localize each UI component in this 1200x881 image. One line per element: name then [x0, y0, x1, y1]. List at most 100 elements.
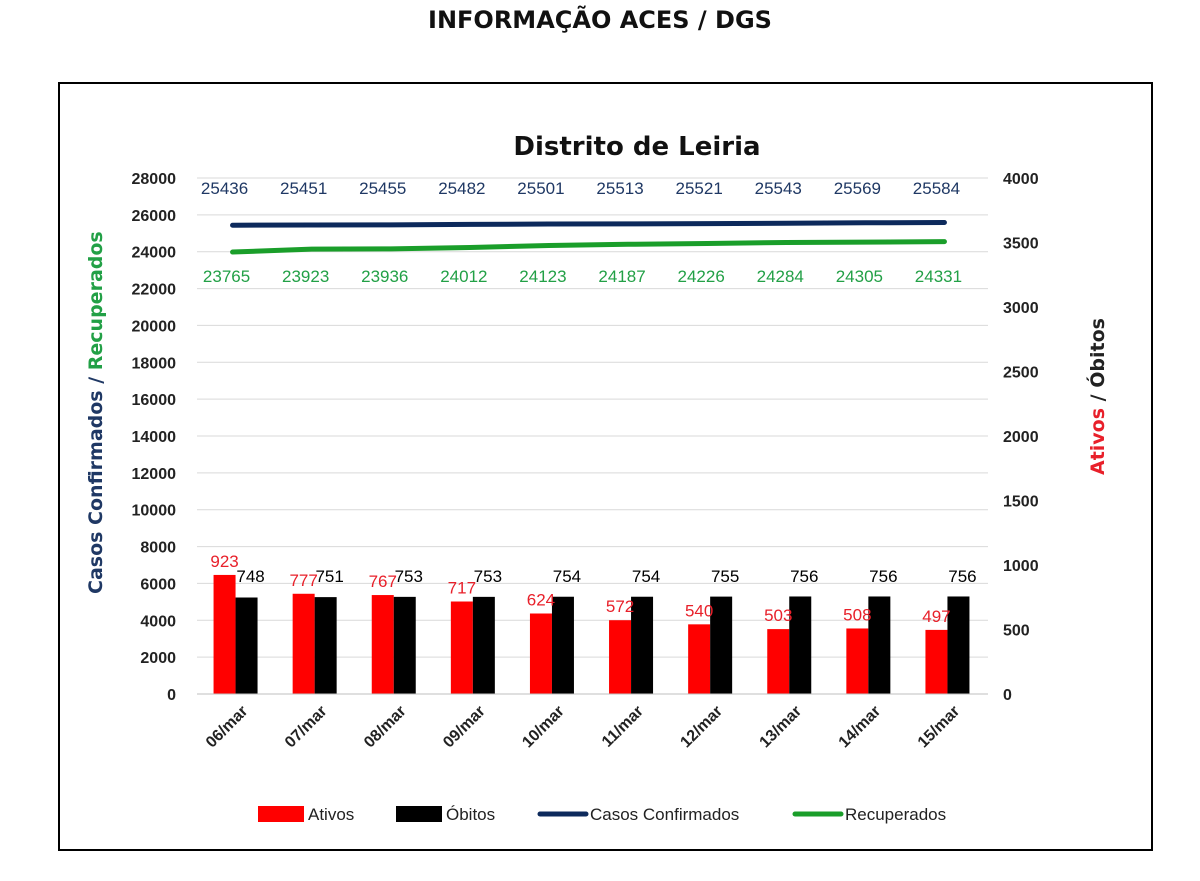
bar-obitos	[710, 596, 733, 694]
right-tick-label: 3000	[1003, 300, 1039, 317]
bar-ativos	[213, 574, 236, 694]
x-tick-label: 10/mar	[519, 703, 568, 752]
obitos-data-label: 751	[315, 567, 343, 586]
ativos-data-label: 777	[289, 571, 317, 590]
bar-ativos	[925, 629, 948, 694]
legend-label-ativos: Ativos	[308, 805, 354, 824]
ativos-data-label: 497	[922, 607, 950, 626]
bar-obitos	[393, 596, 416, 694]
right-axis-label: Ativos / Óbitos	[1085, 318, 1109, 475]
left-tick-label: 4000	[140, 613, 176, 630]
bar-ativos	[846, 628, 869, 694]
recuperados-data-label: 23765	[203, 267, 250, 286]
x-tick-label: 07/mar	[282, 703, 331, 752]
obitos-data-label: 756	[948, 567, 976, 586]
obitos-data-label: 753	[474, 567, 502, 586]
confirmados-data-label: 25436	[201, 179, 248, 198]
bar-obitos	[235, 597, 258, 694]
confirmados-data-label: 25451	[280, 179, 327, 198]
confirmados-data-label: 25521	[676, 179, 723, 198]
recuperados-data-label: 23936	[361, 267, 408, 286]
obitos-data-label: 753	[395, 567, 423, 586]
obitos-data-label: 755	[711, 567, 739, 586]
right-tick-label: 1500	[1003, 494, 1039, 511]
left-tick-label: 26000	[132, 208, 177, 225]
left-tick-label: 10000	[132, 503, 177, 520]
ativos-data-label: 717	[448, 579, 476, 598]
recuperados-data-label: 24012	[440, 267, 487, 286]
left-tick-label: 8000	[140, 540, 176, 557]
left-tick-label: 2000	[140, 650, 176, 667]
legend-label-obitos: Óbitos	[446, 805, 495, 824]
left-tick-label: 6000	[140, 576, 176, 593]
ativos-data-label: 923	[210, 552, 238, 571]
right-tick-label: 2000	[1003, 429, 1039, 446]
confirmados-data-label: 25455	[359, 179, 406, 198]
left-tick-label: 20000	[132, 318, 177, 335]
ativos-data-label: 540	[685, 601, 713, 620]
legend-swatch-ativos	[258, 806, 304, 822]
right-axis-label-part: / Óbitos	[1085, 318, 1109, 408]
line-confirmados	[230, 220, 947, 228]
ativos-data-label: 503	[764, 606, 792, 625]
bar-ativos	[371, 595, 394, 694]
bar-ativos	[450, 601, 473, 694]
bar-ativos	[688, 624, 711, 694]
ativos-data-label: 624	[527, 591, 555, 610]
ativos-data-label: 508	[843, 605, 871, 624]
confirmados-data-label: 25501	[517, 179, 564, 198]
x-tick-label: 08/mar	[361, 703, 410, 752]
x-tick-label: 14/mar	[836, 703, 885, 752]
confirmados-data-label: 25569	[834, 179, 881, 198]
x-tick-label: 09/mar	[440, 703, 489, 752]
obitos-data-label: 754	[553, 567, 581, 586]
recuperados-data-label: 24305	[836, 267, 883, 286]
bar-ativos	[767, 629, 790, 694]
confirmados-data-label: 25543	[755, 179, 802, 198]
left-tick-label: 18000	[132, 355, 177, 372]
left-tick-label: 22000	[132, 282, 177, 299]
x-tick-label: 15/mar	[915, 703, 964, 752]
bar-obitos	[631, 596, 654, 694]
bar-ativos	[292, 593, 315, 694]
x-tick-label: 06/mar	[203, 703, 252, 752]
right-tick-label: 3500	[1003, 236, 1039, 253]
recuperados-data-label: 24331	[915, 267, 962, 286]
left-axis-label: Casos Confirmados / Recuperados	[85, 231, 107, 594]
right-tick-label: 500	[1003, 623, 1030, 640]
bar-ativos	[529, 613, 552, 694]
x-tick-label: 13/mar	[757, 703, 806, 752]
legend-label-confirmados: Casos Confirmados	[590, 805, 739, 824]
ativos-data-label: 767	[369, 572, 397, 591]
legend-label-recuperados: Recuperados	[845, 805, 946, 824]
chart-frame	[58, 82, 1153, 851]
legend-swatch-obitos	[396, 806, 442, 822]
obitos-data-label: 748	[236, 567, 264, 586]
confirmados-data-label: 25584	[913, 179, 960, 198]
left-tick-label: 24000	[132, 245, 177, 262]
obitos-data-label: 754	[632, 567, 660, 586]
bar-ativos	[609, 620, 632, 694]
x-tick-label: 11/mar	[599, 703, 647, 751]
recuperados-data-label: 23923	[282, 267, 329, 286]
page-title: INFORMAÇÃO ACES / DGS	[428, 6, 772, 34]
recuperados-data-label: 24284	[757, 267, 804, 286]
left-axis-label-part: Recuperados	[85, 231, 107, 370]
right-tick-label: 4000	[1003, 171, 1039, 188]
left-tick-label: 0	[167, 687, 176, 704]
left-tick-label: 14000	[132, 429, 177, 446]
right-tick-label: 2500	[1003, 365, 1039, 382]
confirmados-data-label: 25513	[596, 179, 643, 198]
bar-obitos	[789, 596, 812, 694]
x-tick-label: 12/mar	[677, 703, 726, 752]
confirmados-data-label: 25482	[438, 179, 485, 198]
recuperados-data-label: 24187	[598, 267, 645, 286]
right-axis-label-part: Ativos	[1087, 408, 1109, 475]
bar-obitos	[472, 596, 495, 694]
right-tick-label: 1000	[1003, 558, 1039, 575]
ativos-data-label: 572	[606, 597, 634, 616]
bar-obitos	[868, 596, 891, 694]
left-tick-label: 16000	[132, 392, 177, 409]
line-recuperados	[230, 239, 947, 255]
